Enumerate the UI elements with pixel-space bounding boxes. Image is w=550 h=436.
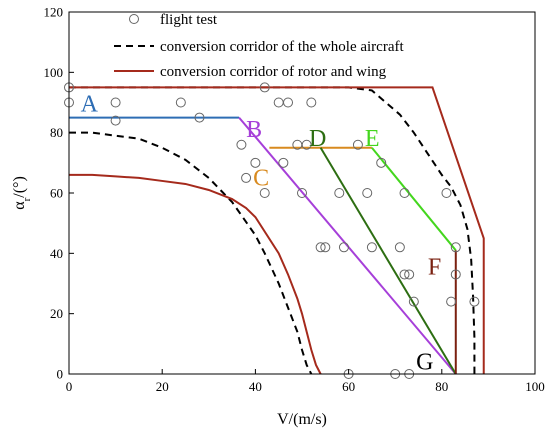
y-axis-label-sub: r bbox=[21, 197, 33, 201]
plot-area: A BC D E F G bbox=[64, 82, 485, 379]
point-label-d: D bbox=[309, 126, 326, 152]
y-tick-label: 40 bbox=[50, 246, 63, 261]
flight-test-point bbox=[469, 296, 480, 307]
flight-test-point bbox=[259, 188, 270, 198]
flight-test-point bbox=[450, 269, 461, 280]
legend-label-flight-test: flight test bbox=[160, 12, 218, 28]
flight-test-point bbox=[399, 269, 410, 280]
flight-test-point bbox=[399, 188, 410, 198]
point-label-c: C bbox=[253, 165, 269, 191]
flight-test-point bbox=[283, 97, 294, 108]
point-label-g: G bbox=[416, 349, 433, 375]
flight-test-point bbox=[446, 296, 457, 307]
corridor-rotor-wing-outer bbox=[69, 86, 485, 374]
flight-test-point bbox=[315, 242, 326, 253]
legend: flight test conversion corridor of the w… bbox=[114, 12, 404, 80]
flight-test-point bbox=[366, 242, 377, 253]
y-tick-label: 100 bbox=[44, 65, 64, 80]
y-tick-label: 20 bbox=[50, 306, 63, 321]
x-tick-label: 20 bbox=[156, 379, 169, 394]
legend-label-rotor-wing: conversion corridor of rotor and wing bbox=[160, 64, 387, 80]
axis-ticks: 0 20 40 60 80 100 0 20 40 60 80 100 120 bbox=[44, 5, 545, 395]
point-label-b: B bbox=[246, 117, 262, 143]
flight-test-point bbox=[352, 139, 363, 150]
segment-b bbox=[238, 116, 457, 375]
flight-test-point bbox=[194, 112, 205, 123]
flight-test-point bbox=[362, 188, 373, 198]
x-tick-label: 60 bbox=[342, 379, 355, 394]
flight-test-point bbox=[408, 296, 419, 307]
y-axis-label-main: α bbox=[11, 201, 28, 210]
flight-test-point bbox=[450, 242, 461, 253]
legend-marker-flight-test bbox=[129, 14, 139, 24]
flight-test-point bbox=[250, 157, 261, 168]
flight-test-point bbox=[338, 242, 349, 253]
flight-test-point bbox=[441, 188, 452, 198]
point-label-f: F bbox=[428, 254, 441, 280]
flight-test-point bbox=[241, 172, 252, 183]
x-tick-label: 40 bbox=[249, 379, 262, 394]
flight-test-point bbox=[273, 97, 284, 108]
flight-test-point bbox=[394, 242, 405, 253]
flight-test-point bbox=[110, 115, 121, 126]
flight-test-point bbox=[320, 242, 331, 253]
point-label-a: A bbox=[81, 92, 99, 118]
y-axis-label-rest: /(°) bbox=[11, 176, 28, 198]
segment-d bbox=[319, 147, 457, 375]
corridor-whole-aircraft-inner bbox=[69, 131, 313, 375]
flight-test-point bbox=[297, 188, 307, 198]
flight-test-point bbox=[376, 157, 387, 168]
flight-test-point bbox=[175, 97, 186, 108]
flight-test-point bbox=[236, 139, 247, 150]
flight-test-point bbox=[278, 157, 289, 168]
y-tick-label: 0 bbox=[57, 367, 64, 382]
flight-test-point bbox=[306, 97, 317, 108]
corridor-rotor-wing-inner bbox=[69, 173, 322, 375]
y-tick-label: 120 bbox=[44, 5, 64, 20]
y-axis-label: αr/(°) bbox=[11, 176, 33, 210]
flight-test-point bbox=[301, 139, 312, 150]
x-tick-label: 0 bbox=[66, 379, 73, 394]
y-tick-label: 60 bbox=[50, 186, 63, 201]
flight-test-point bbox=[334, 188, 345, 198]
y-tick-label: 80 bbox=[50, 125, 63, 140]
legend-label-whole-aircraft: conversion corridor of the whole aircraf… bbox=[160, 39, 404, 55]
x-tick-label: 100 bbox=[525, 379, 545, 394]
corridor-whole-aircraft-outer bbox=[69, 86, 476, 374]
segment-e bbox=[371, 147, 457, 251]
point-label-e: E bbox=[365, 126, 380, 152]
flight-test-point bbox=[110, 97, 121, 108]
x-tick-label: 80 bbox=[435, 379, 448, 394]
x-axis-label: V/(m/s) bbox=[277, 411, 327, 428]
flight-test-point bbox=[404, 269, 415, 280]
flight-test-point bbox=[259, 82, 270, 93]
